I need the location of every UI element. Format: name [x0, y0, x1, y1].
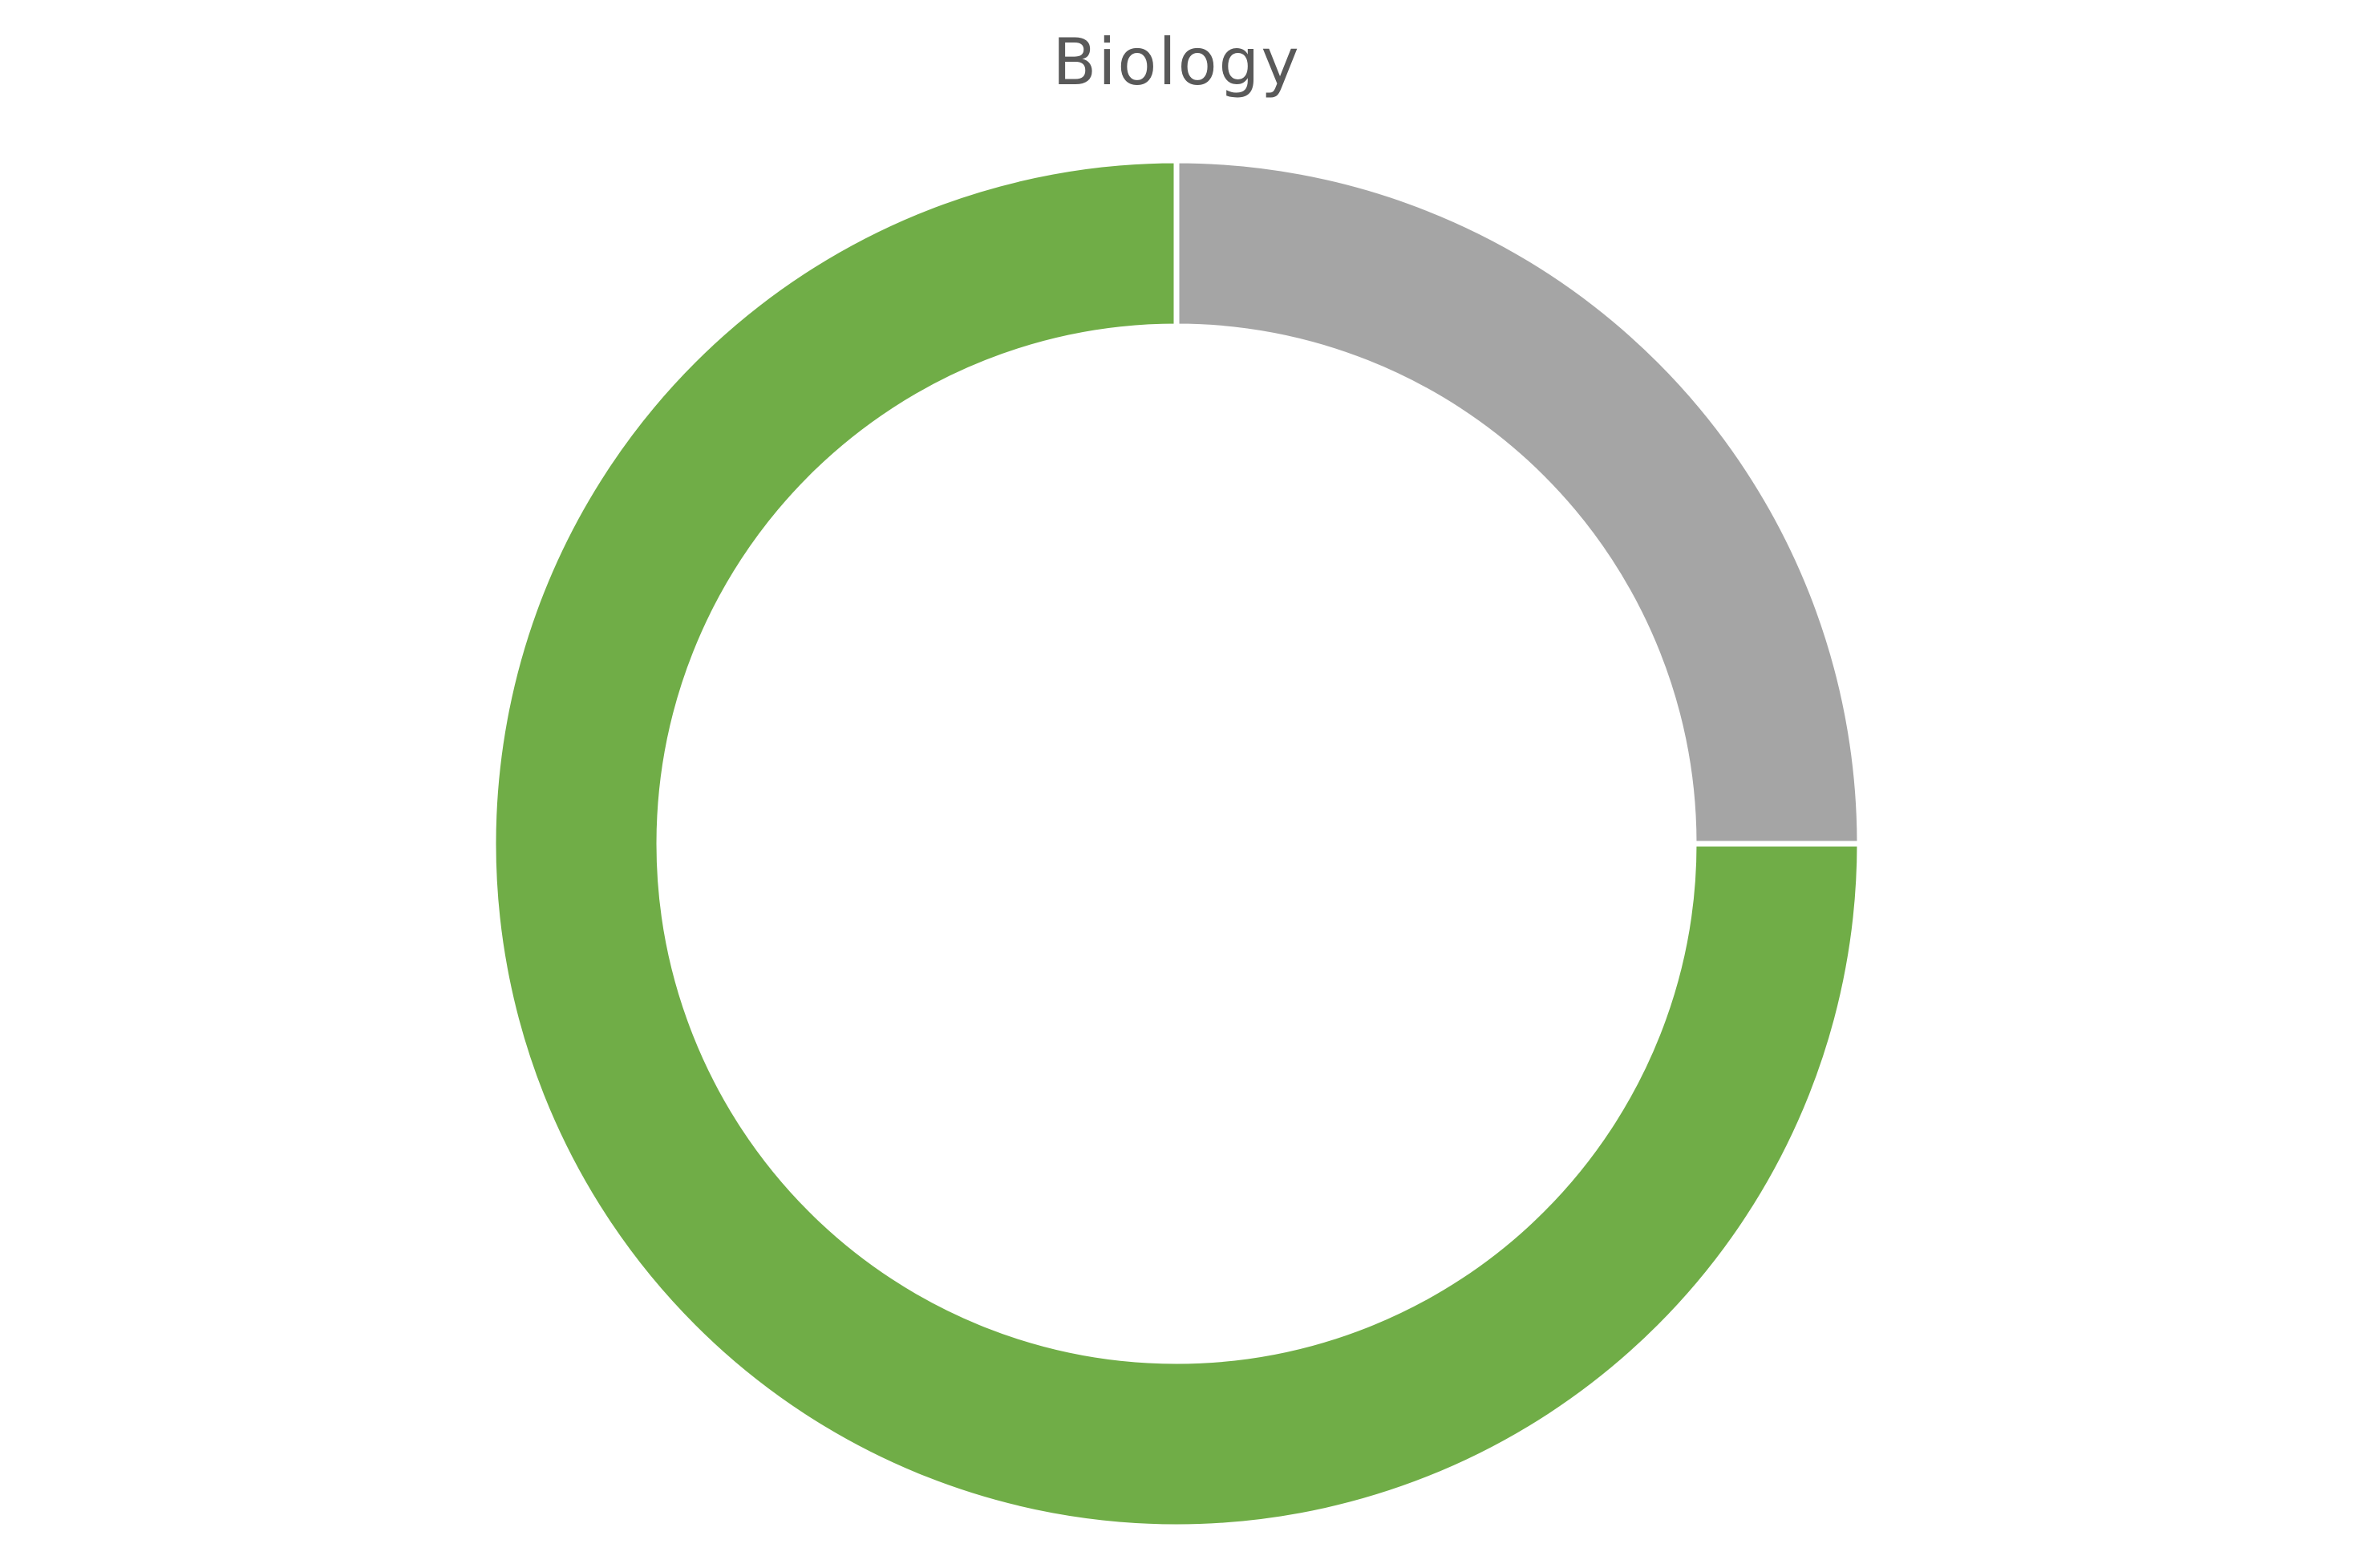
donut-slices — [493, 160, 1860, 1527]
donut-slice-1 — [1176, 160, 1860, 844]
